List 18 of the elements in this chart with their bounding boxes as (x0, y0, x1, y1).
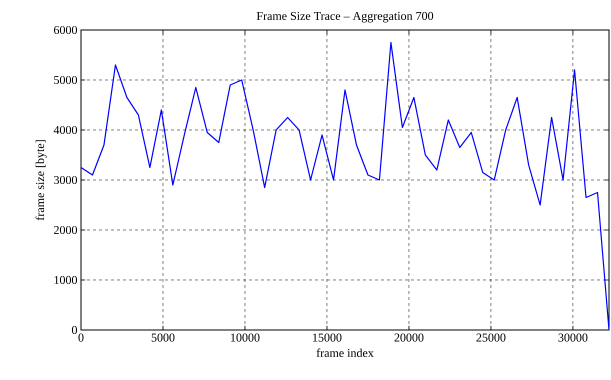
y-tick-label: 0 (72, 326, 78, 334)
y-tick-label: 4000 (54, 126, 78, 134)
x-tick-label: 15000 (313, 334, 342, 342)
y-tick-label: 6000 (54, 26, 78, 34)
x-axis-title: frame index (316, 348, 374, 358)
x-tick-label: 0 (78, 334, 84, 342)
x-tick-label: 10000 (231, 334, 260, 342)
chart-title: Frame Size Trace – Aggregation 700 (256, 12, 434, 22)
y-tick-label: 5000 (54, 76, 78, 84)
y-tick-label: 3000 (54, 176, 78, 184)
x-tick-label: 20000 (394, 334, 424, 342)
y-axis-title: frame size [byte] (36, 140, 47, 220)
x-tick-label: 30000 (558, 334, 588, 342)
x-tick-label: 25000 (476, 334, 506, 342)
line-series (81, 42, 609, 330)
x-tick-label: 5000 (152, 334, 175, 342)
y-tick-label: 2000 (54, 226, 78, 234)
y-tick-label: 1000 (54, 276, 78, 284)
